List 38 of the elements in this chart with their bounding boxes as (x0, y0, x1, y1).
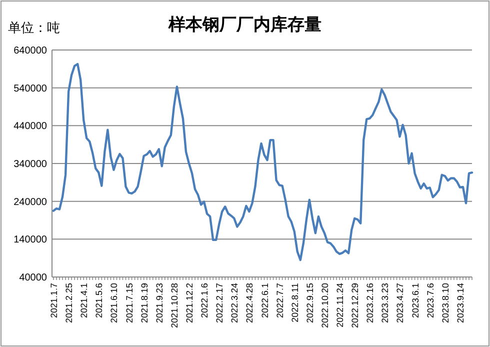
x-tick-label: 2023.8.10 (440, 283, 450, 324)
x-tick-label: 2021.8.19 (139, 283, 150, 324)
x-tick-label: 2021.9.23 (154, 283, 164, 324)
x-tick-label: 2022.3.24 (230, 283, 240, 324)
x-tick-label: 2021.1.7 (49, 283, 59, 318)
y-tick-label: 340000 (14, 159, 48, 170)
y-tick-label: 40000 (19, 272, 48, 284)
x-tick-label: 2023.6.1 (410, 283, 420, 318)
chart-title: 样本钢厂厂内库存量 (168, 15, 322, 35)
x-tick-label: 2021.10.28 (169, 283, 180, 328)
x-tick-label: 2022.9.15 (304, 283, 315, 324)
x-tick-label: 2022.6.1 (260, 283, 270, 318)
chart-subtitle: 单位：吨 (8, 21, 60, 36)
x-tick-label: 2022.12.29 (350, 283, 360, 328)
x-tick-label: 2023.2.16 (365, 283, 376, 324)
x-tick-label: 2023.7.6 (425, 283, 436, 318)
y-tick-label: 640000 (14, 46, 48, 56)
x-tick-label: 2022.10.20 (320, 283, 330, 328)
x-tick-label: 2023.9.14 (455, 283, 466, 324)
y-tick-label: 140000 (14, 234, 48, 246)
x-tick-label: 2023.3.23 (380, 283, 390, 324)
x-tick-label: 2021.4.1 (79, 283, 90, 318)
x-tick-label: 2022.1.6 (200, 283, 210, 318)
x-tick-label: 2021.6.10 (109, 283, 120, 324)
x-tick-label: 2021.7.15 (124, 283, 134, 324)
x-tick-label: 2022.4.28 (244, 283, 255, 324)
x-tick-label: 2021.2.25 (64, 283, 74, 324)
y-tick-label: 240000 (14, 196, 48, 208)
x-tick-label: 2022.8.11 (290, 283, 300, 322)
x-tick-label: 2021.12.2 (184, 283, 194, 324)
y-tick-label: 440000 (14, 121, 48, 132)
x-tick-label: 2023.4.27 (395, 283, 406, 324)
y-tick-label: 540000 (14, 83, 48, 94)
x-tick-label: 2021.5.6 (94, 283, 104, 318)
line-series (52, 62, 474, 262)
x-tick-label: 2022.2.17 (214, 283, 225, 324)
x-tick-label: 2022.7.7 (274, 283, 285, 318)
x-tick-label: 2022.11.24 (335, 283, 346, 328)
